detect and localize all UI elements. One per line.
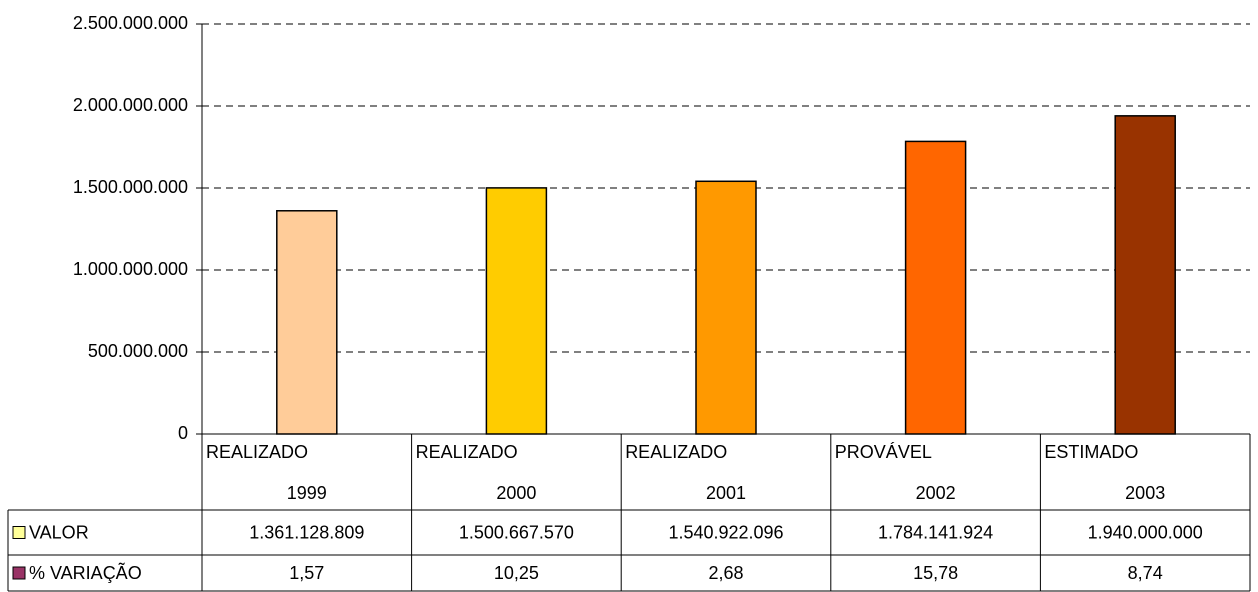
- bar: [695, 180, 757, 435]
- y-tick-label: 0: [178, 423, 188, 443]
- x-tick-label: ESTIMADO: [1044, 442, 1138, 462]
- y-tick-label: 1.000.000.000: [73, 259, 188, 279]
- legend-label: VALOR: [29, 522, 89, 542]
- table-value: 8,74: [1128, 563, 1163, 583]
- x-tick-label: 2003: [1125, 483, 1165, 503]
- x-tick-label: 2002: [916, 483, 956, 503]
- table-value: 1.361.128.809: [249, 522, 364, 542]
- bar: [276, 210, 338, 435]
- y-tick-label: 2.500.000.000: [73, 13, 188, 33]
- x-tick-label: REALIZADO: [416, 442, 518, 462]
- y-tick-label: 2.000.000.000: [73, 95, 188, 115]
- x-tick-label: 1999: [287, 483, 327, 503]
- y-tick-label: 500.000.000: [88, 341, 188, 361]
- legend-swatch: [12, 526, 26, 539]
- table-value: 1.940.000.000: [1088, 522, 1203, 542]
- legend-swatch: [12, 566, 26, 580]
- table-value: 2,68: [708, 563, 743, 583]
- table-value: 1.540.922.096: [668, 522, 783, 542]
- x-tick-label: REALIZADO: [625, 442, 727, 462]
- legend-label: % VARIAÇÃO: [29, 562, 142, 583]
- y-tick-label: 1.500.000.000: [73, 177, 188, 197]
- x-tick-label: PROVÁVEL: [835, 442, 932, 462]
- bar: [485, 187, 548, 435]
- bar: [1114, 115, 1176, 435]
- table-value: 10,25: [494, 563, 539, 583]
- x-tick-label: 2001: [706, 483, 746, 503]
- x-tick-label: REALIZADO: [206, 442, 308, 462]
- table-value: 1,57: [289, 563, 324, 583]
- table-value: 1.500.667.570: [459, 522, 574, 542]
- x-tick-label: 2000: [496, 483, 536, 503]
- table-value: 1.784.141.924: [878, 522, 993, 542]
- table-value: 15,78: [913, 563, 958, 583]
- bar: [904, 140, 967, 435]
